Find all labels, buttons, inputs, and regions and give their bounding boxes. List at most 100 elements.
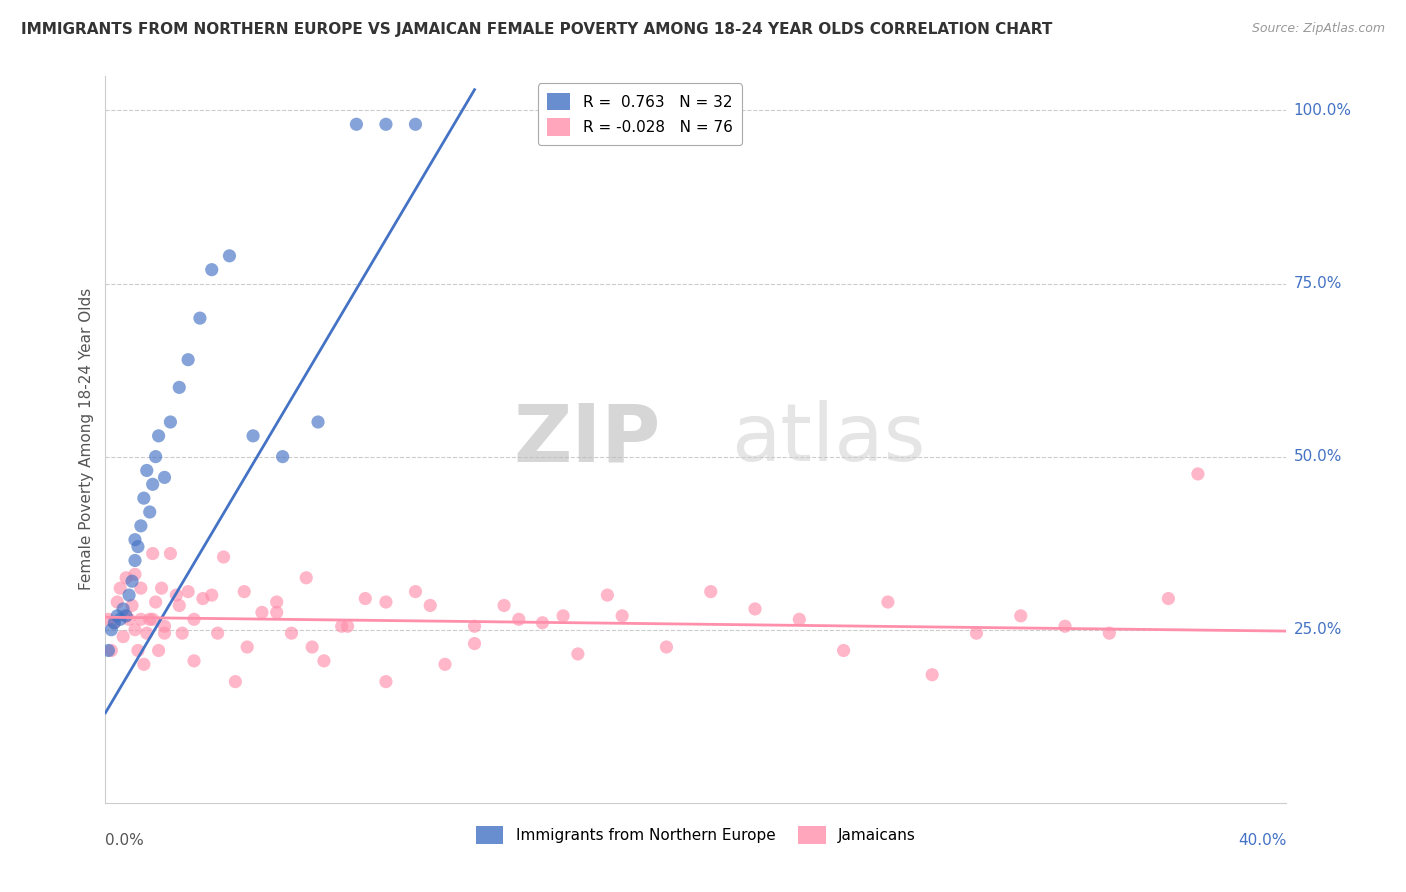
Point	[145, 595, 167, 609]
Text: IMMIGRANTS FROM NORTHERN EUROPE VS JAMAICAN FEMALE POVERTY AMONG 18-24 YEAR OLDS: IMMIGRANTS FROM NORTHERN EUROPE VS JAMAI…	[21, 22, 1053, 37]
Point	[124, 533, 146, 547]
Point	[1187, 467, 1209, 481]
Point	[567, 647, 589, 661]
Point	[148, 643, 170, 657]
Point	[97, 643, 120, 657]
Point	[1098, 626, 1121, 640]
Text: atlas: atlas	[731, 401, 925, 478]
Point	[312, 654, 335, 668]
Y-axis label: Female Poverty Among 18-24 Year Olds: Female Poverty Among 18-24 Year Olds	[79, 288, 94, 591]
Point	[132, 491, 155, 505]
Point	[105, 595, 128, 609]
Point	[110, 581, 132, 595]
Point	[177, 584, 200, 599]
Point	[877, 595, 900, 609]
Point	[1054, 619, 1077, 633]
Point	[148, 429, 170, 443]
Point	[266, 606, 288, 620]
Point	[346, 117, 368, 131]
Point	[419, 599, 441, 613]
Point	[112, 630, 135, 644]
Point	[159, 547, 181, 561]
Point	[150, 581, 173, 595]
Point	[250, 606, 273, 620]
Point	[405, 584, 427, 599]
Point	[551, 608, 574, 623]
Point	[207, 626, 229, 640]
Text: Source: ZipAtlas.com: Source: ZipAtlas.com	[1251, 22, 1385, 36]
Point	[124, 567, 146, 582]
Point	[1010, 608, 1032, 623]
Point	[127, 643, 149, 657]
Point	[405, 117, 427, 131]
Point	[115, 608, 138, 623]
Text: 75.0%: 75.0%	[1294, 276, 1341, 291]
Point	[295, 571, 318, 585]
Point	[142, 477, 165, 491]
Point	[224, 674, 246, 689]
Point	[280, 626, 302, 640]
Point	[374, 117, 398, 131]
Text: 0.0%: 0.0%	[105, 833, 145, 848]
Point	[242, 429, 264, 443]
Point	[138, 505, 162, 519]
Point	[124, 623, 146, 637]
Point	[172, 626, 194, 640]
Point	[115, 608, 138, 623]
Point	[121, 599, 143, 613]
Point	[129, 612, 152, 626]
Point	[787, 612, 810, 626]
Point	[301, 640, 323, 654]
Point	[159, 415, 181, 429]
Text: 100.0%: 100.0%	[1294, 103, 1351, 118]
Text: 40.0%: 40.0%	[1239, 833, 1286, 848]
Point	[1157, 591, 1180, 606]
Point	[354, 591, 377, 606]
Point	[610, 608, 633, 623]
Point	[464, 636, 486, 650]
Point	[127, 540, 149, 554]
Text: 50.0%: 50.0%	[1294, 449, 1341, 464]
Point	[165, 588, 187, 602]
Text: ZIP: ZIP	[513, 401, 661, 478]
Point	[153, 470, 176, 484]
Point	[271, 450, 294, 464]
Point	[129, 581, 152, 595]
Point	[218, 249, 240, 263]
Point	[188, 311, 211, 326]
Point	[112, 602, 135, 616]
Point	[145, 450, 167, 464]
Point	[201, 262, 224, 277]
Point	[169, 599, 191, 613]
Point	[135, 626, 157, 640]
Point	[103, 615, 125, 630]
Point	[508, 612, 530, 626]
Point	[492, 599, 515, 613]
Point	[103, 615, 125, 630]
Point	[336, 619, 359, 633]
Point	[832, 643, 855, 657]
Point	[191, 591, 214, 606]
Point	[97, 612, 120, 626]
Point	[744, 602, 766, 616]
Point	[464, 619, 486, 633]
Point	[201, 588, 224, 602]
Point	[105, 608, 128, 623]
Point	[110, 612, 132, 626]
Point	[169, 380, 191, 394]
Point	[153, 619, 176, 633]
Point	[266, 595, 288, 609]
Point	[124, 553, 146, 567]
Point	[177, 352, 200, 367]
Point	[135, 463, 157, 477]
Point	[132, 657, 155, 672]
Point	[330, 619, 353, 633]
Point	[129, 519, 152, 533]
Point	[921, 667, 943, 681]
Point	[236, 640, 259, 654]
Point	[183, 654, 205, 668]
Point	[233, 584, 256, 599]
Point	[153, 626, 176, 640]
Point	[307, 415, 329, 429]
Point	[655, 640, 678, 654]
